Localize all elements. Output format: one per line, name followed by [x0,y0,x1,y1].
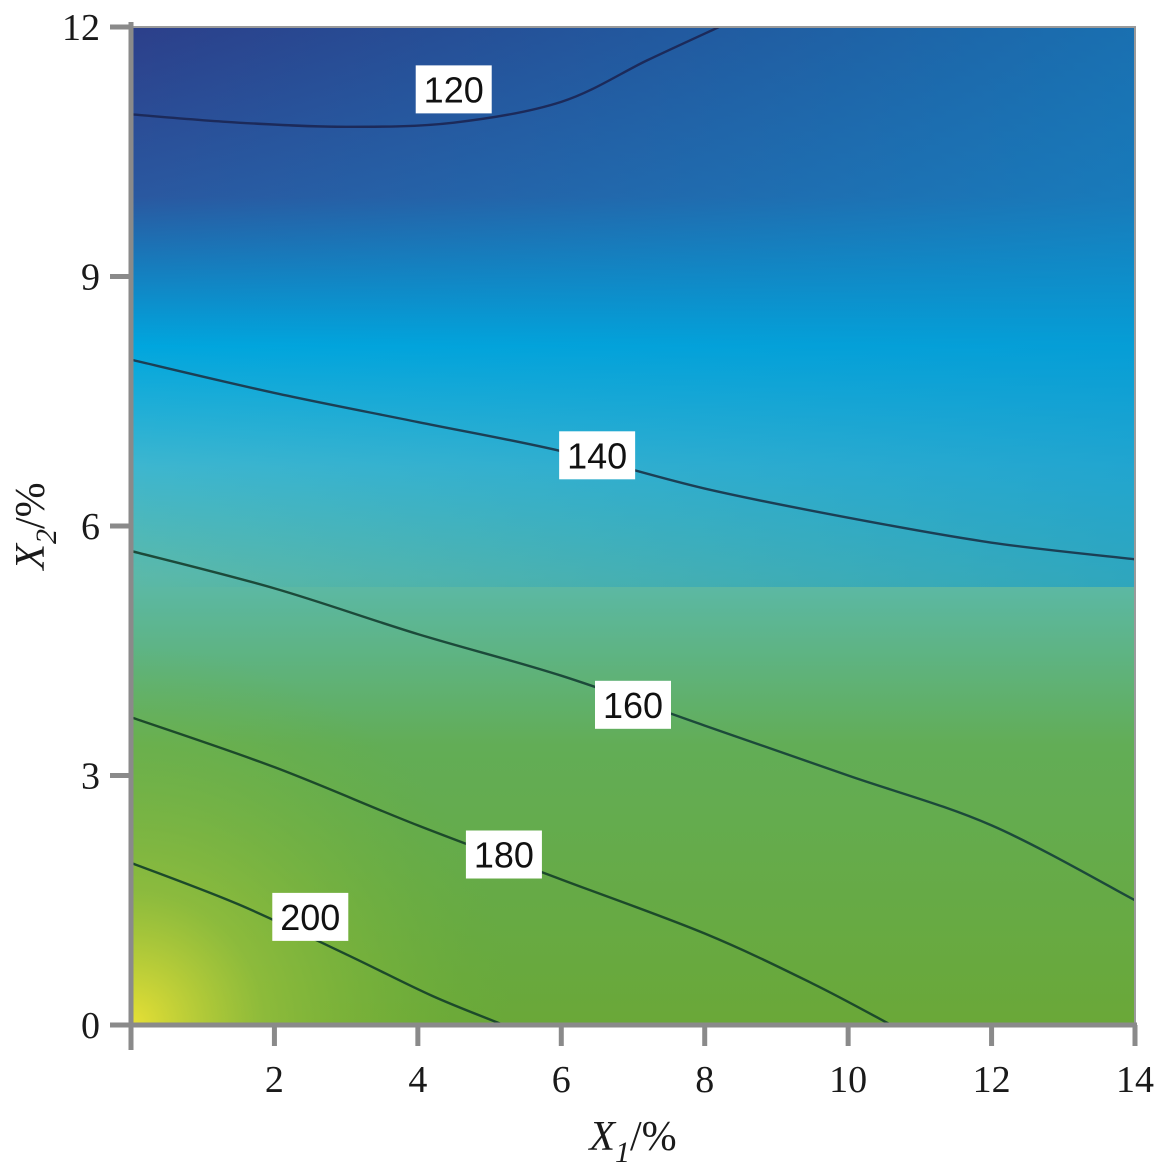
contour-line-200 [131,861,505,1025]
contour-label-text: 180 [474,835,534,876]
contour-label-box [272,892,349,941]
x-tick-label: 10 [829,1059,867,1101]
y-axis-title: X2/% [8,482,63,571]
contour-line-180 [131,716,892,1025]
x-tick-label: 4 [408,1059,427,1101]
x-tick-label: 2 [265,1059,284,1101]
x-axis-title: X1/% [587,1114,676,1169]
y-tick-label: 9 [81,257,100,299]
y-axis-ticks: 0 3 6 9 12 [62,7,131,1047]
contour-label-box [595,680,671,729]
contour-label-text: 140 [567,435,627,476]
contour-label-box [559,431,636,480]
contour-label-text: 120 [424,69,484,110]
x-tick-label: 8 [695,1059,714,1101]
y-axis-var: X [8,542,54,572]
contour-label-200: 200 [272,892,349,941]
y-tick-label: 6 [81,506,100,548]
x-tick-label: 14 [1116,1059,1154,1101]
heatmap-corner-glow [131,27,1135,1025]
y-tick-label: 3 [81,756,100,798]
x-tick-label: 12 [973,1059,1011,1101]
x-axis-ticks: 2 4 6 8 10 12 14 [265,1025,1154,1101]
x-tick-label: 6 [552,1059,571,1101]
x-axis-sub: 1 [615,1136,630,1169]
x-axis-unit: /% [630,1114,677,1160]
contour-label-box [415,65,492,114]
y-axis-sub: 2 [30,529,63,544]
contour-label-text: 200 [280,897,340,938]
contour-label-120: 120 [415,65,492,114]
contour-label-180: 180 [465,830,542,879]
contour-labels: 120 140 160 180 200 [272,65,671,941]
y-tick-label: 0 [81,1005,100,1047]
x-axis-var: X [587,1114,617,1160]
contour-label-box [465,830,542,879]
contour-label-text: 160 [603,685,663,726]
contour-line-120 [131,27,720,129]
y-tick-label: 12 [62,7,100,49]
y-axis-unit: /% [8,482,54,529]
plot-area [131,27,1135,1025]
contour-label-140: 140 [559,431,636,480]
contour-label-160: 160 [595,680,671,729]
